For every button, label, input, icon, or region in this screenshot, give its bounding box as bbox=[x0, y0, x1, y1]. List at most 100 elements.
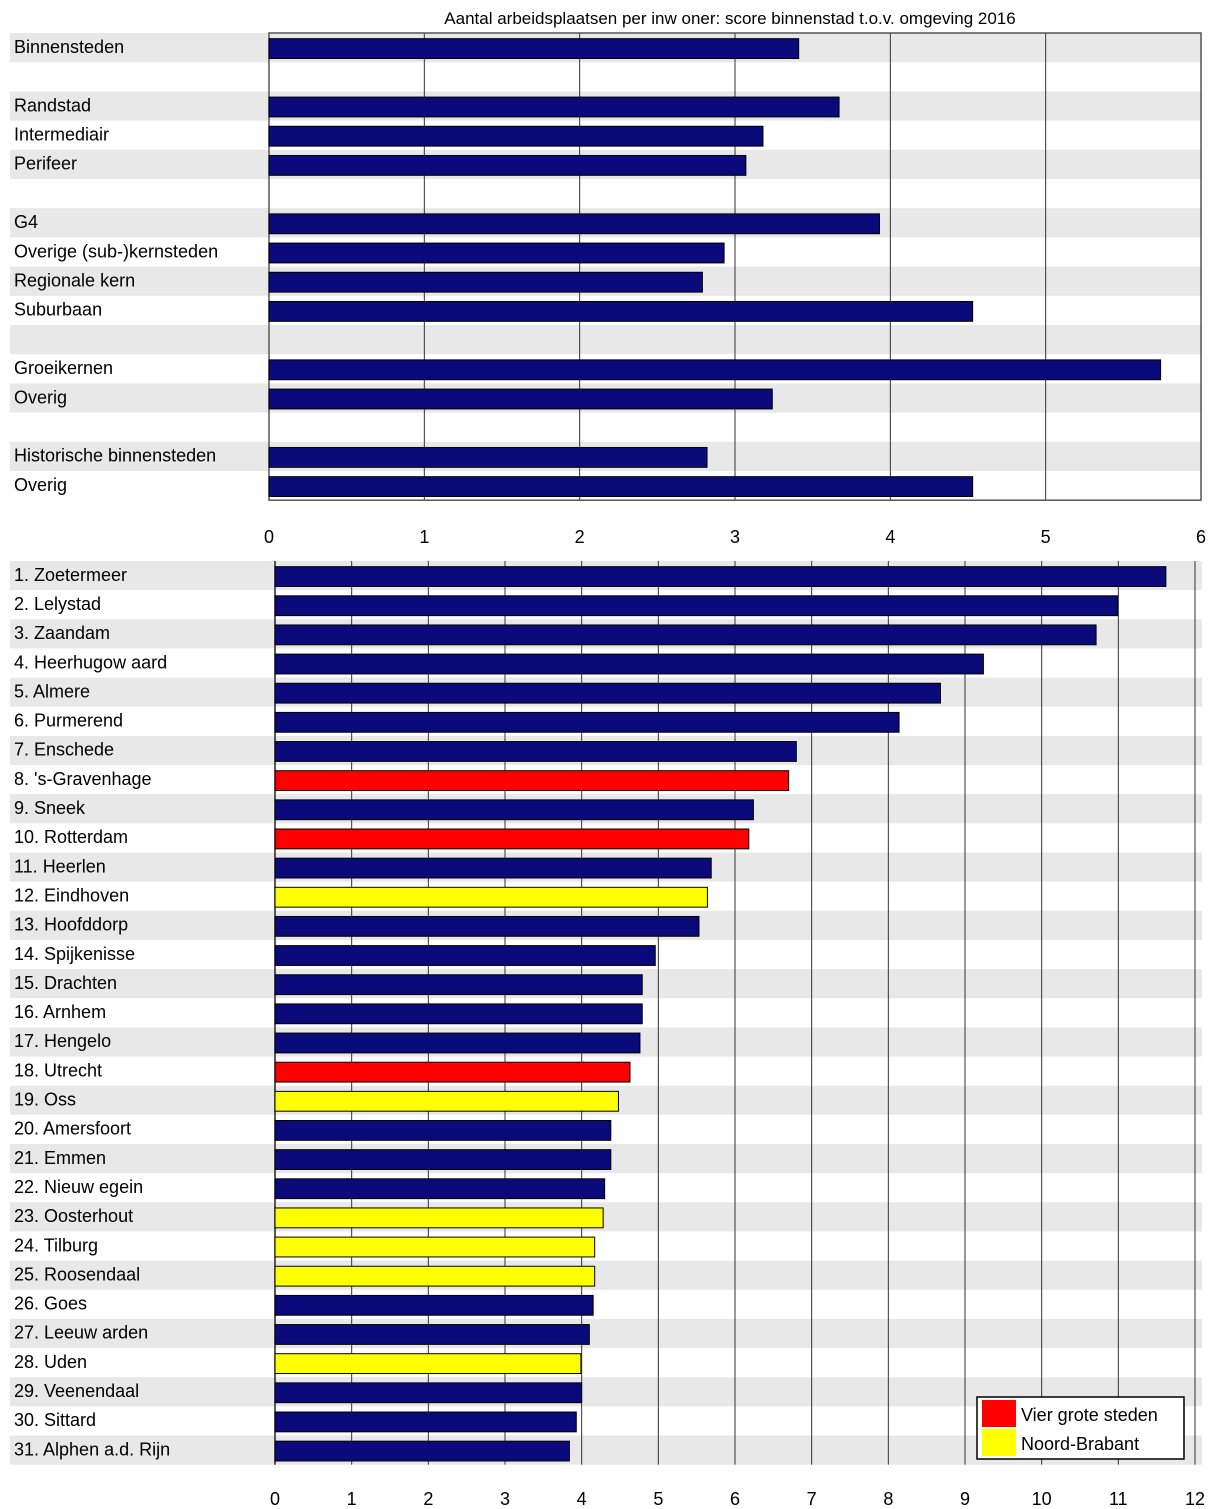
category-label: G4 bbox=[14, 212, 38, 232]
legend-swatch bbox=[982, 1400, 1016, 1427]
bar bbox=[274, 915, 700, 937]
bar bbox=[274, 653, 984, 675]
category-label: 2. Lelystad bbox=[14, 594, 101, 614]
x-tick-label: 11 bbox=[1109, 1489, 1128, 1509]
chart-title: Aantal arbeidsplaatsen per inw oner: sco… bbox=[444, 9, 1015, 28]
bar bbox=[274, 1207, 604, 1229]
row-band bbox=[10, 1260, 1202, 1290]
category-label: 20. Amersfoort bbox=[14, 1119, 131, 1139]
bar bbox=[274, 624, 1097, 646]
bar bbox=[274, 711, 900, 733]
bar bbox=[274, 595, 1119, 617]
category-label: 24. Tilburg bbox=[14, 1235, 98, 1255]
x-tick-label: 4 bbox=[577, 1489, 587, 1509]
category-label: 23. Oosterhout bbox=[14, 1206, 133, 1226]
bar bbox=[274, 945, 656, 966]
bar bbox=[274, 1411, 577, 1433]
bar bbox=[274, 828, 750, 850]
category-label: 8. 's-Gravenhage bbox=[14, 769, 152, 789]
category-label: Regionale kern bbox=[14, 270, 135, 290]
category-label: Intermediair bbox=[14, 124, 109, 144]
bar bbox=[274, 566, 1167, 587]
category-label: 25. Roosendaal bbox=[14, 1264, 140, 1284]
x-tick-label: 5 bbox=[653, 1489, 663, 1509]
category-label: 31. Alphen a.d. Rijn bbox=[14, 1439, 170, 1459]
legend-label: Noord-Brabant bbox=[1021, 1434, 1139, 1454]
bar bbox=[268, 38, 800, 60]
x-tick-label: 0 bbox=[270, 1489, 280, 1509]
x-tick-label: 8 bbox=[883, 1489, 893, 1509]
category-label: 4. Heerhugow aard bbox=[14, 652, 167, 672]
bar bbox=[274, 770, 790, 792]
category-label: 30. Sittard bbox=[14, 1410, 96, 1430]
bar bbox=[274, 1003, 643, 1025]
category-label: 26. Goes bbox=[14, 1294, 87, 1314]
bar bbox=[268, 242, 725, 264]
category-label: 1. Zoetermeer bbox=[14, 565, 127, 585]
bar bbox=[274, 799, 754, 821]
category-label: Binnensteden bbox=[14, 37, 124, 57]
category-label: 18. Utrecht bbox=[14, 1060, 102, 1080]
row-band bbox=[10, 1202, 1202, 1232]
x-tick-label: 2 bbox=[575, 527, 585, 547]
category-label: Perifeer bbox=[14, 154, 77, 174]
category-label: Historische binnensteden bbox=[14, 446, 216, 466]
bar bbox=[274, 886, 708, 908]
bar bbox=[268, 388, 773, 410]
category-label: 14. Spijkenisse bbox=[14, 944, 135, 964]
bar bbox=[268, 96, 840, 118]
x-tick-label: 12 bbox=[1185, 1489, 1205, 1509]
category-label: 3. Zaandam bbox=[14, 623, 110, 643]
bar bbox=[274, 1382, 583, 1404]
category-label: Groeikernen bbox=[14, 358, 113, 378]
bar bbox=[268, 359, 1162, 381]
category-label: 29. Veenendaal bbox=[14, 1381, 139, 1401]
legend: Vier grote steden Noord-Brabant bbox=[976, 1396, 1185, 1460]
bar bbox=[268, 213, 880, 235]
bar bbox=[268, 154, 747, 176]
category-label: 11. Heerlen bbox=[14, 856, 106, 876]
bar bbox=[274, 1149, 612, 1170]
category-label: 9. Sneek bbox=[14, 798, 86, 818]
legend-swatch bbox=[982, 1429, 1016, 1456]
bar bbox=[274, 1178, 606, 1200]
category-label: 6. Purmerend bbox=[14, 711, 123, 731]
bar bbox=[274, 1294, 594, 1316]
row-band bbox=[10, 325, 1202, 355]
row-band bbox=[10, 1318, 1202, 1349]
category-label: 15. Drachten bbox=[14, 973, 117, 993]
x-tick-label: 4 bbox=[885, 527, 895, 547]
bar bbox=[274, 1265, 596, 1287]
x-tick-label: 6 bbox=[1196, 527, 1206, 547]
category-label: Randstad bbox=[14, 95, 91, 115]
category-label: Overige (sub-)kernsteden bbox=[14, 241, 218, 261]
category-label: 12. Eindhoven bbox=[14, 885, 129, 905]
bar bbox=[268, 446, 708, 468]
bar bbox=[274, 1440, 570, 1462]
category-label: 19. Oss bbox=[14, 1090, 76, 1110]
bar bbox=[274, 682, 941, 704]
category-label: Overig bbox=[14, 475, 67, 495]
category-label: 16. Arnhem bbox=[14, 1002, 106, 1022]
bar bbox=[268, 300, 974, 322]
category-label: 13. Hoofddorp bbox=[14, 915, 128, 935]
top-panel: 0 1 2 3 4 5 6 Binnensteden Randstad Intermediair P… bbox=[10, 32, 1206, 547]
x-tick-label: 5 bbox=[1041, 527, 1051, 547]
category-label: 17. Hengelo bbox=[14, 1031, 111, 1051]
category-label: 21. Emmen bbox=[14, 1148, 106, 1168]
bar bbox=[274, 1061, 631, 1083]
bar bbox=[274, 857, 712, 879]
bar bbox=[274, 1353, 582, 1375]
category-label: 10. Rotterdam bbox=[14, 827, 128, 847]
x-tick-label: 2 bbox=[423, 1489, 433, 1509]
bar bbox=[274, 974, 643, 996]
x-tick-label: 3 bbox=[730, 527, 740, 547]
category-label: Suburbaan bbox=[14, 300, 102, 320]
category-label: 7. Enschede bbox=[14, 740, 114, 760]
category-label: 22. Nieuw egein bbox=[14, 1177, 143, 1197]
bar bbox=[274, 1090, 619, 1112]
x-tick-label: 7 bbox=[807, 1489, 817, 1509]
x-tick-label: 1 bbox=[347, 1489, 357, 1509]
bar bbox=[274, 741, 797, 762]
